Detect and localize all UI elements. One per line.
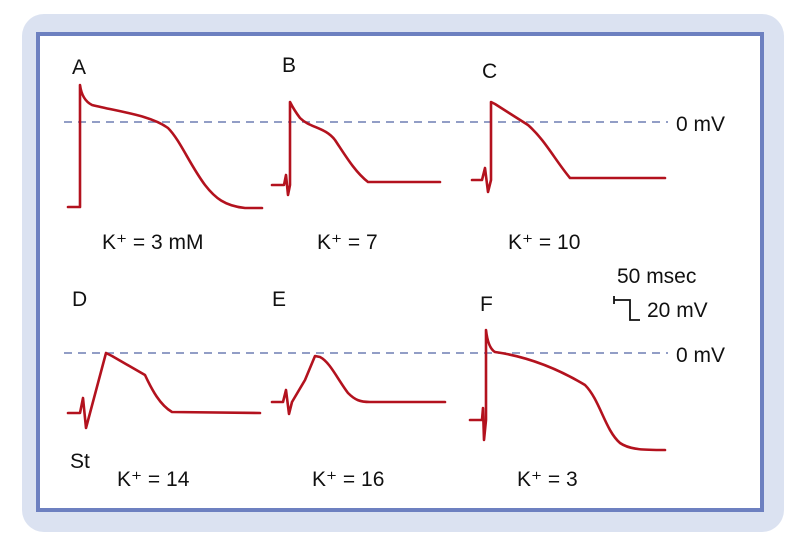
trace-f xyxy=(468,328,667,452)
inner-frame xyxy=(36,32,764,512)
panel-label: B xyxy=(282,54,296,77)
potassium-label: K⁺ = 10 xyxy=(508,231,580,254)
potassium-label: K⁺ = 14 xyxy=(117,468,190,491)
panel-label: F xyxy=(480,293,493,316)
trace-d xyxy=(66,351,262,430)
trace-a xyxy=(66,83,264,210)
zero-label: 0 mV xyxy=(676,113,725,136)
panel-label: C xyxy=(482,60,497,83)
potassium-label: K⁺ = 3 mM xyxy=(102,231,204,254)
potassium-label: K⁺ = 3 xyxy=(517,468,578,491)
scale-bracket xyxy=(613,296,640,321)
zero-label: 0 mV xyxy=(676,344,725,367)
trace-c xyxy=(470,100,667,194)
panel-label: D xyxy=(72,288,87,311)
panel-label: E xyxy=(272,288,286,311)
stimulus-label: St xyxy=(70,450,90,473)
panel-label: A xyxy=(72,56,86,79)
trace-e xyxy=(270,354,447,416)
potassium-label: K⁺ = 7 xyxy=(317,231,378,254)
scale-time: 50 msec xyxy=(617,265,696,288)
trace-b xyxy=(270,100,442,197)
scale-voltage: 20 mV xyxy=(647,299,708,322)
potassium-label: K⁺ = 16 xyxy=(312,468,384,491)
